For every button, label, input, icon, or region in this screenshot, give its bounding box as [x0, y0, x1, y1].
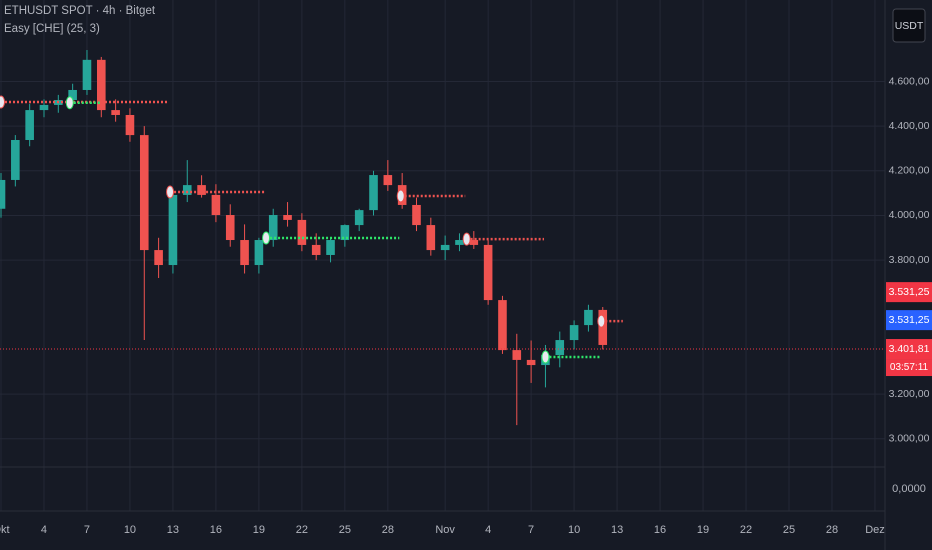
candle-body	[498, 300, 507, 351]
candle-body	[369, 175, 378, 211]
x-tick-label: Okt	[0, 524, 10, 536]
candle-body	[383, 175, 393, 186]
symbol-title: ETHUSDT SPOT · 4h · Bitget	[4, 5, 156, 17]
currency-button[interactable]	[892, 8, 926, 43]
level-marker	[0, 95, 6, 109]
y-tick-label: 3.200,00	[889, 388, 930, 400]
y-tick-label: 4.200,00	[889, 165, 930, 177]
candle-body	[82, 59, 92, 90]
currency-button-label[interactable]: USDT	[895, 20, 924, 32]
y-tick-label: 4.600,00	[889, 75, 930, 87]
y-tick-label: 3.800,00	[889, 254, 930, 266]
x-tick-label: 16	[654, 524, 666, 536]
x-tick-label: 7	[528, 524, 534, 536]
level-marker	[462, 232, 471, 246]
x-tick-label: 16	[210, 524, 222, 536]
x-tick-label: 13	[611, 524, 623, 536]
x-tick-label: 25	[339, 524, 351, 536]
candle-body	[311, 244, 321, 255]
candle-body	[526, 359, 536, 366]
level-marker	[597, 314, 606, 328]
x-tick-label: 19	[253, 524, 265, 536]
candle-body	[483, 244, 493, 301]
candle-body	[426, 225, 436, 251]
candle-body	[354, 210, 364, 226]
candle-body	[412, 204, 421, 226]
x-tick-label: Nov	[435, 524, 455, 536]
candle-body	[197, 185, 206, 195]
candle-body	[340, 225, 350, 241]
countdown-label: 03:57:11	[890, 362, 929, 373]
y-tick-label: 4.400,00	[889, 120, 930, 132]
grid	[0, 0, 885, 511]
level-marker	[166, 185, 175, 199]
y-tick-label: 4.000,00	[889, 209, 930, 221]
countdown-badge	[886, 359, 932, 377]
level-marker	[65, 96, 74, 110]
candle-body	[39, 104, 49, 111]
plot-area	[0, 50, 885, 426]
x-tick-label: 7	[84, 524, 90, 536]
candle-body	[211, 194, 221, 216]
candle-body	[283, 215, 292, 220]
candle-body	[598, 309, 608, 345]
x-tick-label: Dez	[865, 524, 885, 536]
candle-body	[512, 350, 522, 360]
candle-body	[225, 215, 235, 241]
candle-body	[139, 135, 149, 251]
price-badge-label: 3.531,25	[889, 314, 930, 326]
lower-pane-label: 0,0000	[892, 483, 926, 495]
x-tick-label: 4	[485, 524, 491, 536]
price-badge	[886, 310, 932, 331]
price-badge	[886, 339, 932, 360]
candle-body	[182, 185, 192, 195]
candle-body	[584, 309, 593, 326]
candle-body	[240, 240, 249, 266]
candle-body	[11, 139, 20, 180]
price-badge-label: 3.401,81	[889, 343, 930, 355]
level-marker	[396, 189, 405, 203]
x-tick-label: 10	[568, 524, 580, 536]
candle-body	[469, 240, 479, 245]
candle-body	[268, 215, 278, 241]
x-tick-label: 4	[41, 524, 47, 536]
x-tick-label: 19	[697, 524, 709, 536]
candle-body	[96, 59, 106, 111]
price-badge-label: 3.531,25	[889, 286, 930, 298]
candle-body	[254, 240, 264, 266]
price-badge	[886, 282, 932, 303]
candle-body	[555, 340, 565, 356]
x-tick-label: 10	[124, 524, 136, 536]
candle-body	[25, 110, 34, 140]
candle-body	[455, 240, 464, 245]
x-tick-label: 28	[382, 524, 394, 536]
candle-body	[326, 240, 335, 255]
x-tick-label: 25	[783, 524, 795, 536]
candle-body	[168, 194, 178, 266]
y-tick-label: 3.000,00	[889, 433, 930, 445]
candle-body	[440, 244, 450, 251]
candle-body	[154, 250, 163, 266]
x-tick-label: 13	[167, 524, 179, 536]
level-marker	[262, 231, 271, 245]
level-marker	[541, 350, 550, 364]
x-tick-label: 28	[826, 524, 838, 536]
candle-body	[68, 89, 77, 101]
candle-body	[297, 219, 307, 245]
candle-body	[0, 179, 6, 209]
candle-body	[125, 114, 135, 136]
x-tick-label: 22	[740, 524, 752, 536]
candle-body	[569, 325, 579, 341]
indicator-title: Easy [CHE] (25, 3)	[4, 23, 100, 35]
x-tick-label: 22	[296, 524, 308, 536]
candle-body	[111, 110, 120, 115]
axis-labels: 3.000,00 3.200,00 3.800,00 4.000,00 4.200,00…	[0, 75, 932, 536]
